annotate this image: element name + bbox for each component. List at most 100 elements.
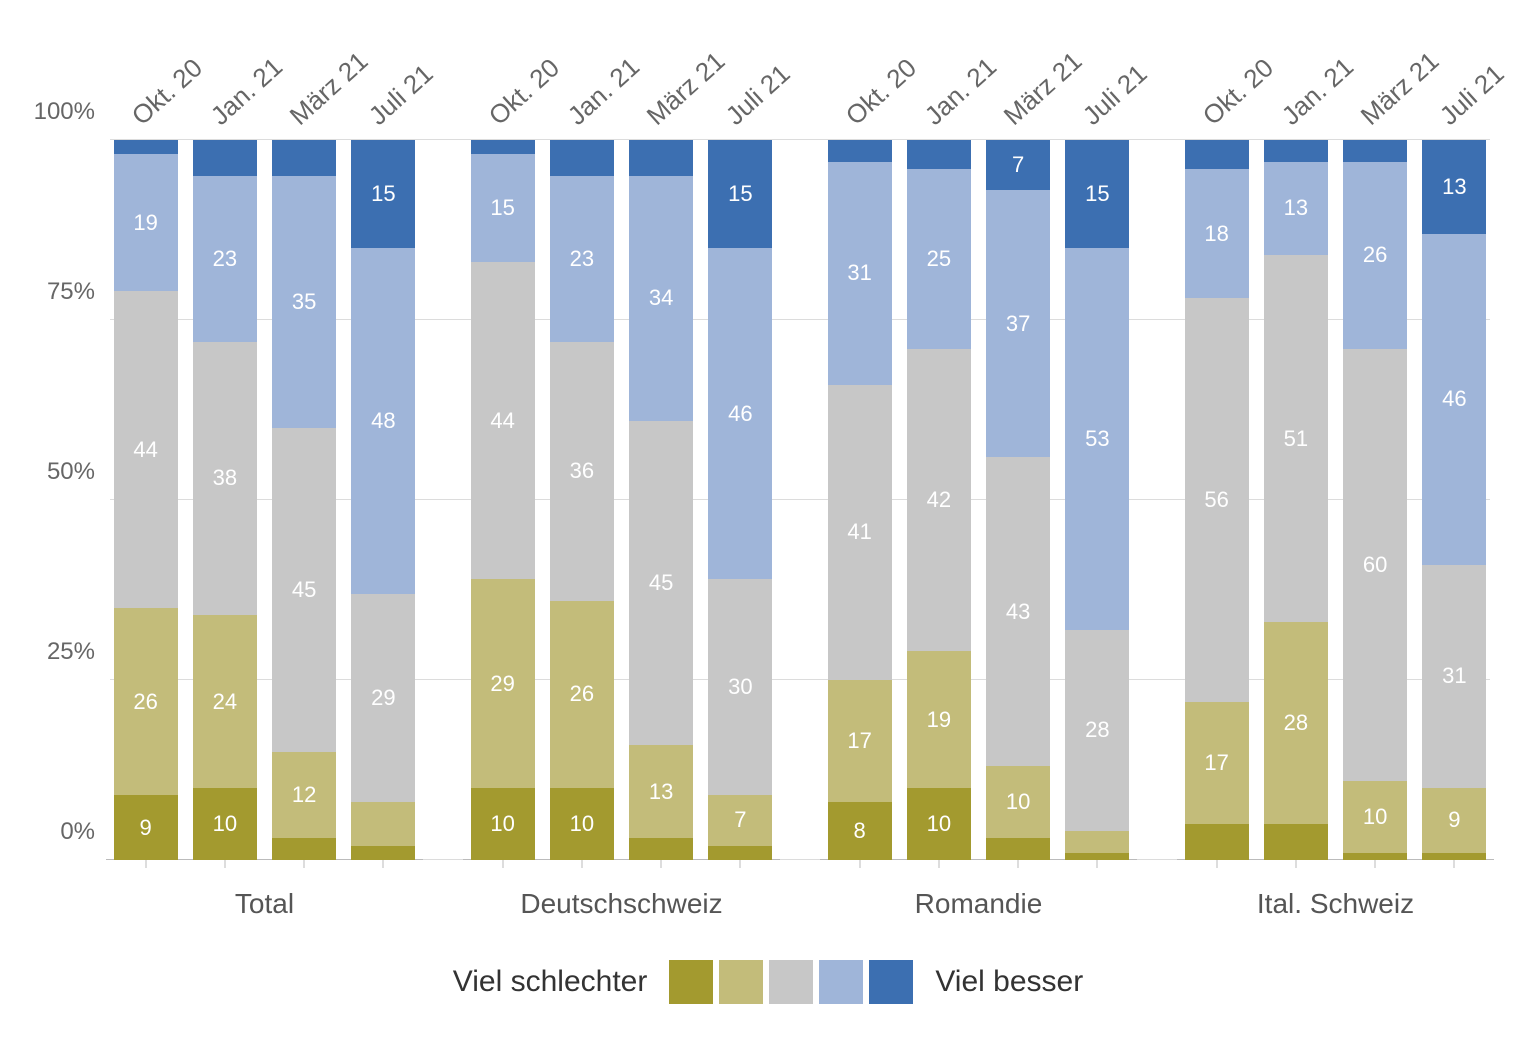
bar-segment-value: 17 bbox=[847, 728, 871, 754]
panel: 175618Okt. 20285113Jan. 21106026März 219… bbox=[1181, 140, 1490, 860]
bar-period-label: Jan. 21 bbox=[1276, 51, 1360, 131]
bar-segment-value: 28 bbox=[1085, 717, 1109, 743]
bar-segment: 10 bbox=[986, 766, 1050, 838]
bar-segment-value: 10 bbox=[1006, 789, 1030, 815]
bar-period-label: Okt. 20 bbox=[482, 52, 565, 131]
bar-segment: 56 bbox=[1185, 298, 1249, 701]
bar-segment bbox=[629, 140, 693, 176]
bar-segment-value: 26 bbox=[133, 689, 157, 715]
bar-segment: 42 bbox=[907, 349, 971, 651]
panel: 8174131Okt. 2010194225Jan. 211043377März… bbox=[824, 140, 1133, 860]
bar-segment-value: 17 bbox=[1204, 750, 1228, 776]
bar-segment-value: 13 bbox=[1442, 174, 1466, 200]
stacked-bar: 10263623Jan. 21 bbox=[550, 140, 614, 860]
bar-segment-value: 56 bbox=[1204, 487, 1228, 513]
bar-segment-value: 53 bbox=[1085, 426, 1109, 452]
bar-segment-value: 15 bbox=[490, 195, 514, 221]
bar-segment: 13 bbox=[1264, 162, 1328, 256]
bar-segment: 15 bbox=[708, 140, 772, 248]
bar-segment-value: 15 bbox=[371, 181, 395, 207]
bar-segment: 17 bbox=[828, 680, 892, 802]
y-axis: 0%25%50%75%100% bbox=[20, 140, 105, 860]
bar-segment bbox=[114, 140, 178, 154]
bar-segment: 38 bbox=[193, 342, 257, 616]
bar-segment: 51 bbox=[1264, 255, 1328, 622]
bar-segment-value: 19 bbox=[927, 707, 951, 733]
y-tick-label: 0% bbox=[60, 818, 95, 846]
bar-segment bbox=[1185, 140, 1249, 169]
bar-segment: 28 bbox=[1065, 630, 1129, 832]
y-tick-label: 75% bbox=[47, 278, 95, 306]
bar-segment bbox=[1264, 140, 1328, 162]
bar-segment bbox=[272, 838, 336, 860]
bar-segment: 30 bbox=[708, 579, 772, 795]
bar-segment bbox=[986, 838, 1050, 860]
legend-swatches bbox=[669, 960, 913, 1004]
bar-segment bbox=[828, 140, 892, 162]
legend-right-label: Viel besser bbox=[935, 965, 1083, 999]
bar-segment-value: 44 bbox=[490, 408, 514, 434]
bar-period-label: März 21 bbox=[998, 46, 1089, 132]
bar-period-label: Juli 21 bbox=[363, 58, 440, 131]
bar-segment: 26 bbox=[1343, 162, 1407, 349]
panel-title: Ital. Schweiz bbox=[1181, 860, 1490, 920]
stacked-bar: 294815Juli 21 bbox=[351, 140, 415, 860]
bar-segment: 17 bbox=[1185, 702, 1249, 824]
bar-segment-value: 7 bbox=[734, 807, 746, 833]
stacked-bar: 175618Okt. 20 bbox=[1185, 140, 1249, 860]
stacked-bar: 1043377März 21 bbox=[986, 140, 1050, 860]
bar-segment: 7 bbox=[986, 140, 1050, 190]
panel: 10294415Okt. 2010263623Jan. 21134534März… bbox=[467, 140, 776, 860]
bar-segment: 8 bbox=[828, 802, 892, 860]
bar-segment: 41 bbox=[828, 385, 892, 680]
bar-segment: 12 bbox=[272, 752, 336, 838]
stacked-bar: 285315Juli 21 bbox=[1065, 140, 1129, 860]
stacked-bar-chart: 0%25%50%75%100% 9264419Okt. 2010243823Ja… bbox=[20, 20, 1516, 1025]
panel-title: Deutschschweiz bbox=[467, 860, 776, 920]
bar-segment-value: 24 bbox=[213, 689, 237, 715]
plot-area: 9264419Okt. 2010243823Jan. 21124535März … bbox=[110, 140, 1490, 860]
y-tick-label: 50% bbox=[47, 458, 95, 486]
bar-segment-value: 35 bbox=[292, 289, 316, 315]
panel: 9264419Okt. 2010243823Jan. 21124535März … bbox=[110, 140, 419, 860]
bar-segment-value: 36 bbox=[570, 458, 594, 484]
bar-period-label: Jan. 21 bbox=[919, 51, 1003, 131]
bar-segment-value: 30 bbox=[728, 674, 752, 700]
bar-segment-value: 18 bbox=[1204, 221, 1228, 247]
bar-segment: 45 bbox=[629, 421, 693, 745]
bar-period-label: Okt. 20 bbox=[1196, 52, 1279, 131]
bar-segment: 10 bbox=[193, 788, 257, 860]
bar-segment-value: 51 bbox=[1284, 426, 1308, 452]
bar-segment bbox=[1343, 140, 1407, 162]
bars-group: 175618Okt. 20285113Jan. 21106026März 219… bbox=[1181, 140, 1490, 860]
bar-segment: 15 bbox=[471, 154, 535, 262]
bar-period-label: März 21 bbox=[641, 46, 732, 132]
bar-segment: 15 bbox=[351, 140, 415, 248]
stacked-bar: 9314613Juli 21 bbox=[1422, 140, 1486, 860]
bar-segment bbox=[1343, 853, 1407, 860]
panel-title: Total bbox=[110, 860, 419, 920]
bar-segment: 29 bbox=[471, 579, 535, 788]
bar-period-label: Jan. 21 bbox=[562, 51, 646, 131]
bar-segment: 19 bbox=[114, 154, 178, 291]
bar-segment-value: 8 bbox=[854, 818, 866, 844]
bar-segment bbox=[1065, 853, 1129, 860]
bar-segment-value: 10 bbox=[927, 811, 951, 837]
bar-segment-value: 23 bbox=[213, 246, 237, 272]
legend-swatch bbox=[819, 960, 863, 1004]
bar-segment: 10 bbox=[1343, 781, 1407, 853]
bar-segment bbox=[1422, 853, 1486, 860]
stacked-bar: 106026März 21 bbox=[1343, 140, 1407, 860]
bar-segment: 23 bbox=[550, 176, 614, 342]
bar-segment bbox=[629, 838, 693, 860]
bar-segment-value: 15 bbox=[728, 181, 752, 207]
bar-segment: 28 bbox=[1264, 622, 1328, 824]
bar-segment: 10 bbox=[550, 788, 614, 860]
bar-segment: 48 bbox=[351, 248, 415, 594]
bar-segment-value: 26 bbox=[570, 681, 594, 707]
bar-segment-value: 15 bbox=[1085, 181, 1109, 207]
bar-segment-value: 13 bbox=[649, 779, 673, 805]
bar-segment-value: 13 bbox=[1284, 195, 1308, 221]
bar-period-label: Juli 21 bbox=[720, 58, 797, 131]
bar-period-label: März 21 bbox=[1355, 46, 1446, 132]
